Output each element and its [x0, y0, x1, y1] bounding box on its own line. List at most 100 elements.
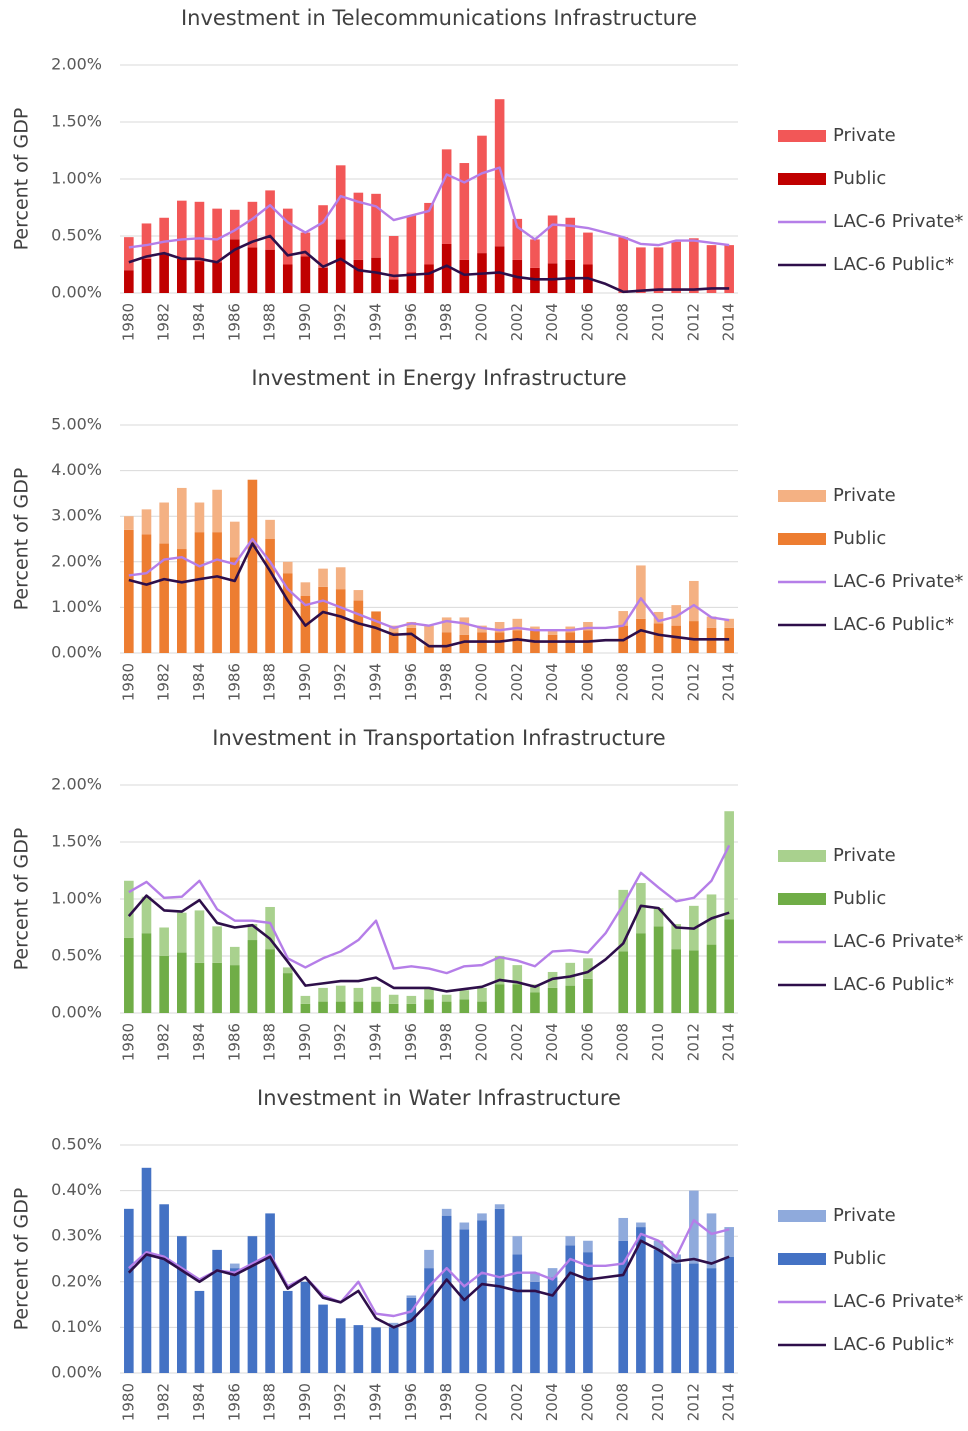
y-tick-label: 0.10%: [51, 1317, 102, 1336]
bar-segment: [441, 1208, 452, 1216]
x-tick-label: 1994: [367, 1023, 385, 1061]
bar-segment: [229, 965, 240, 1013]
bar-segment: [689, 238, 699, 293]
bar-segment: [530, 626, 540, 631]
bar-segment: [477, 1213, 487, 1221]
x-tick-label: 1990: [296, 663, 314, 701]
x-tick-label: 1996: [402, 1383, 420, 1421]
bar-segment: [636, 618, 646, 653]
x-tick-label: 1984: [190, 303, 208, 341]
legend-swatch: [778, 173, 826, 185]
x-tick-label: 2002: [508, 303, 526, 341]
bar-segment: [282, 573, 293, 653]
bar-segment: [636, 565, 646, 619]
bar-segment: [494, 984, 505, 1013]
bar-segment: [424, 264, 434, 293]
bar-segment: [424, 1268, 434, 1373]
bar-segment: [494, 246, 505, 293]
x-tick-label: 1998: [437, 1383, 455, 1421]
bar-segment: [583, 978, 593, 1013]
bar-segment: [371, 1327, 381, 1373]
chart-panel: Investment in Transportation Infrastruct…: [11, 726, 964, 1061]
bar-segment: [618, 611, 629, 626]
bar-segment: [512, 618, 523, 631]
bar-segment: [159, 502, 169, 544]
bar-segment: [459, 634, 470, 653]
chart-title: Investment in Energy Infrastructure: [251, 366, 626, 390]
x-tick-label: 2006: [578, 1383, 596, 1421]
bar-segment: [441, 1001, 452, 1013]
bar-segment: [247, 924, 258, 941]
series-line: [127, 894, 730, 993]
bar-segment: [124, 937, 134, 1013]
bar-segment: [441, 994, 452, 1002]
y-tick-label: 2.00%: [51, 775, 102, 794]
bar-segment: [494, 621, 505, 633]
bar-segment: [530, 239, 540, 268]
y-tick-label: 1.50%: [51, 832, 102, 851]
bar-segment: [141, 534, 152, 653]
bar-segment: [689, 621, 699, 653]
x-tick-label: 2004: [543, 1383, 561, 1421]
bar-segment: [494, 1208, 505, 1373]
bar-segment: [653, 1240, 664, 1250]
bar-segment: [653, 926, 664, 1013]
bar-segment: [124, 516, 134, 530]
bar-segment: [406, 272, 417, 293]
x-tick-label: 1984: [190, 663, 208, 701]
bar-segment: [424, 646, 434, 653]
bar-segment: [159, 956, 169, 1013]
bar-segment: [547, 630, 558, 635]
bar-segment: [159, 543, 169, 653]
bar-segment: [547, 1277, 558, 1373]
bar-segment: [300, 1003, 311, 1013]
bar-segment: [530, 1281, 540, 1373]
x-tick-label: 2004: [543, 663, 561, 701]
x-tick-label: 2008: [614, 1023, 632, 1061]
bar-segment: [441, 149, 452, 244]
bar-segment: [300, 256, 311, 293]
x-tick-label: 2014: [720, 303, 738, 341]
y-tick-label: 2.00%: [51, 55, 102, 74]
y-tick-label: 3.00%: [51, 506, 102, 525]
bar-segment: [300, 582, 311, 596]
x-tick-label: 1998: [437, 1023, 455, 1061]
y-tick-label: 0.00%: [51, 1363, 102, 1382]
x-tick-label: 1998: [437, 663, 455, 701]
bar-segment: [177, 487, 187, 550]
bar-segment: [547, 215, 558, 264]
bar-segment: [212, 926, 222, 963]
legend-label: LAC-6 Private*: [833, 571, 963, 592]
bar-segment: [371, 611, 381, 612]
bar-segment: [565, 1236, 576, 1246]
x-tick-label: 2000: [472, 303, 490, 341]
y-axis-label: Percent of GDP: [11, 828, 33, 971]
x-tick-label: 1982: [155, 1383, 173, 1421]
bar-segment: [583, 1252, 593, 1373]
bar-segment: [406, 1297, 417, 1373]
legend-label: LAC-6 Private*: [833, 1291, 963, 1312]
bar-segment: [459, 999, 470, 1013]
legend-label: Private: [833, 845, 896, 866]
bar-segment: [159, 253, 169, 293]
bar-segment: [388, 994, 399, 1004]
bar-segment: [141, 258, 152, 293]
bar-segment: [194, 502, 205, 533]
bar-segment: [565, 259, 576, 293]
x-tick-label: 1982: [155, 663, 173, 701]
legend-swatch: [778, 850, 826, 862]
y-tick-label: 0.00%: [51, 1003, 102, 1022]
bar-segment: [229, 946, 240, 966]
x-tick-label: 2012: [684, 303, 702, 341]
bar-segment: [300, 232, 311, 257]
bar-segment: [689, 580, 699, 622]
bar-segment: [371, 1001, 381, 1013]
bar-segment: [247, 247, 258, 293]
y-tick-label: 2.00%: [51, 551, 102, 570]
bar-segment: [565, 962, 576, 986]
bar-segment: [371, 257, 381, 293]
bar-segment: [530, 984, 540, 993]
bar-segment: [706, 944, 717, 1013]
bar-segment: [353, 1325, 364, 1373]
series-line: [128, 542, 730, 648]
